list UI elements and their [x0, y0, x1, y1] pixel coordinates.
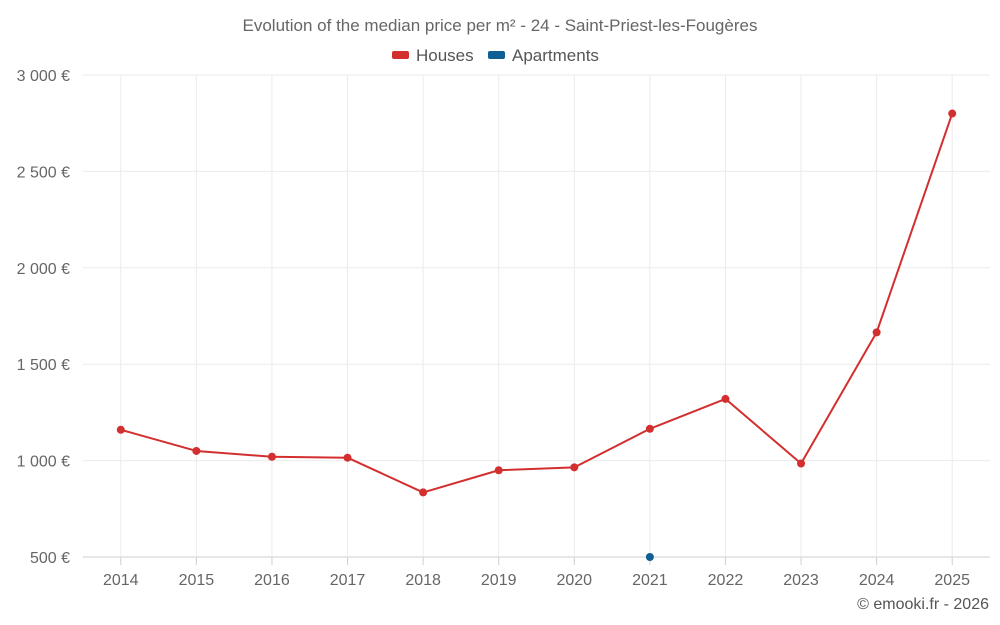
legend-item-apartments[interactable]: Apartments	[488, 46, 599, 65]
x-tick-label: 2019	[481, 572, 517, 589]
x-tick-label: 2017	[330, 572, 366, 589]
chart-title: Evolution of the median price per m² - 2…	[243, 16, 758, 35]
y-tick-label: 2 500 €	[17, 164, 70, 181]
legend: Houses Apartments	[392, 46, 599, 65]
y-tick-label: 3 000 €	[17, 68, 70, 85]
x-tick-label: 2020	[556, 572, 592, 589]
legend-swatch-apartments	[488, 51, 505, 59]
legend-label-apartments: Apartments	[512, 46, 599, 65]
series-line-houses	[120, 113, 954, 494]
x-tick-label: 2018	[405, 572, 441, 589]
data-point-houses[interactable]	[570, 463, 579, 472]
x-tick-label: 2015	[179, 572, 215, 589]
data-point-houses[interactable]	[797, 459, 806, 468]
x-tick-label: 2025	[934, 572, 970, 589]
x-tick-label: 2022	[708, 572, 744, 589]
x-tick-label: 2016	[254, 572, 290, 589]
y-tick-label: 1 000 €	[17, 454, 70, 471]
data-point-houses[interactable]	[343, 453, 352, 462]
series-layer	[116, 109, 957, 561]
data-point-houses[interactable]	[419, 488, 428, 497]
legend-item-houses[interactable]: Houses	[392, 46, 474, 65]
data-point-houses[interactable]	[948, 109, 957, 118]
credit-text: © emooki.fr - 2026	[857, 596, 989, 613]
data-point-houses[interactable]	[645, 424, 654, 433]
y-tick-label: 500 €	[30, 550, 70, 567]
data-point-houses[interactable]	[192, 446, 201, 455]
x-tick-label: 2023	[783, 572, 819, 589]
data-point-houses[interactable]	[872, 328, 881, 337]
x-tick-label: 2024	[859, 572, 895, 589]
y-axis: 500 € 1 000 € 1 500 € 2 000 € 2 500 € 3 000 €	[17, 68, 70, 567]
data-point-houses[interactable]	[267, 452, 276, 461]
data-point-houses[interactable]	[494, 466, 503, 475]
data-point-houses[interactable]	[116, 425, 125, 434]
y-tick-label: 1 500 €	[17, 357, 70, 374]
x-tick-label: 2014	[103, 572, 139, 589]
legend-label-houses: Houses	[416, 46, 474, 65]
grid-lines	[83, 74, 990, 558]
legend-swatch-houses	[392, 51, 409, 59]
data-point-apartments[interactable]	[645, 553, 654, 561]
data-point-houses[interactable]	[721, 394, 730, 403]
x-axis: 2014 2015 2016 2017 2018 2019 2020 2021 2022 2023…	[103, 557, 970, 589]
y-tick-label: 2 000 €	[17, 261, 70, 278]
x-tick-label: 2021	[632, 572, 668, 589]
